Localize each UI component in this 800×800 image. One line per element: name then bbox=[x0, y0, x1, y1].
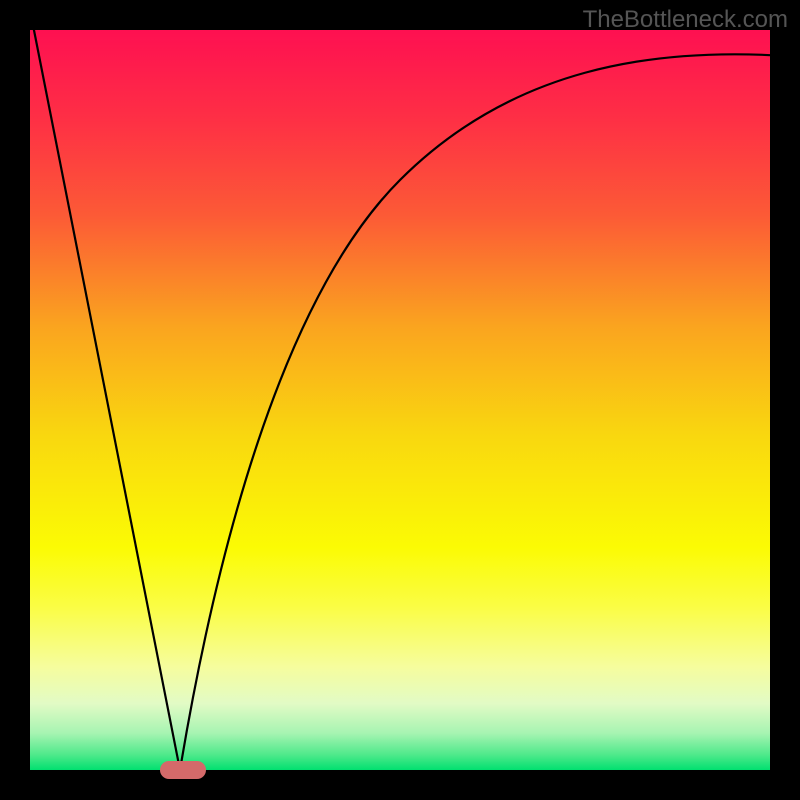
plot-background bbox=[30, 30, 770, 770]
bottleneck-chart bbox=[0, 0, 800, 800]
watermark-text: TheBottleneck.com bbox=[583, 6, 788, 34]
bottleneck-marker bbox=[160, 761, 206, 779]
chart-container: TheBottleneck.com bbox=[0, 0, 800, 800]
